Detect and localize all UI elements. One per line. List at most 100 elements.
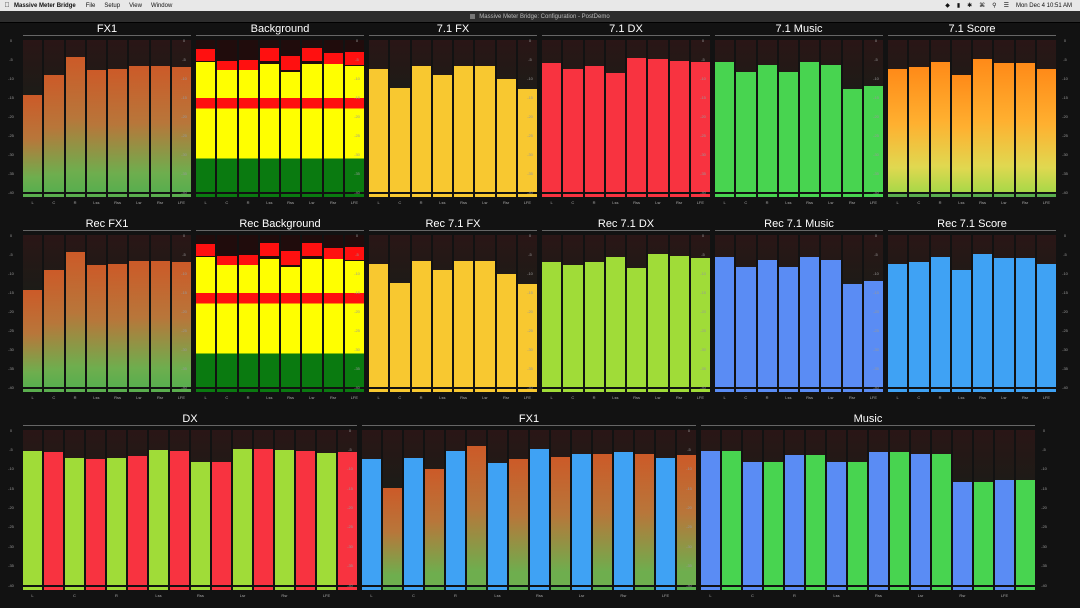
- scale-tick: 0: [1063, 232, 1067, 238]
- meter-floor: [890, 587, 909, 590]
- scale-tick: -35: [181, 365, 187, 371]
- meter-bar: [605, 235, 625, 392]
- meter-level: [669, 255, 689, 387]
- meter-panel-fx1[interactable]: FX1 L C R Lss Rss Lsr Rsr LFE: [21, 23, 193, 208]
- bluetooth-icon[interactable]: ✱: [967, 3, 973, 9]
- dropbox-icon[interactable]: ◆: [945, 3, 950, 9]
- meter-floor: [551, 587, 570, 590]
- meter-floor: [994, 194, 1014, 197]
- meter-level: [785, 455, 804, 585]
- menu-setup[interactable]: Setup: [104, 2, 121, 9]
- scale-tick: -30: [8, 543, 14, 549]
- scale-tick: -20: [527, 308, 533, 314]
- meter-panel-7-1-fx[interactable]: 7.1 FX L C R Lss Rss Lsr Rsr LFE: [367, 23, 539, 208]
- scale-tick: -10: [527, 75, 533, 81]
- meter-bar: [701, 430, 720, 590]
- search-icon[interactable]: ⚲: [992, 3, 997, 9]
- meter-bar: [65, 430, 84, 590]
- control-center-icon[interactable]: ☰: [1003, 3, 1009, 9]
- db-scale: 0 -5 -10 -15 -20 -25 -30 -35 -40: [5, 233, 17, 390]
- meter-level: [454, 261, 474, 387]
- clock[interactable]: Mon Dec 4 10:51 AM: [1015, 2, 1072, 9]
- meter-panel-7-1-score[interactable]: 7.1 Score L C R Lss Rss Lsr Rsr LFE: [886, 23, 1058, 208]
- meter-bar: [909, 40, 929, 197]
- scale-tick: -30: [1062, 151, 1068, 157]
- meter-floor: [369, 389, 389, 392]
- scale-tick: -40: [873, 384, 879, 390]
- meter-floor: [150, 389, 170, 392]
- meter-panel-rec-7-1-score[interactable]: Rec 7.1 Score L C R Lss Rss Lsr Rsr LFE: [886, 218, 1058, 403]
- meter-level: [821, 64, 841, 192]
- meter-bar: [196, 40, 216, 197]
- meter-level: [212, 462, 231, 585]
- scale-tick: -25: [8, 132, 14, 138]
- channel-label: Rss: [114, 395, 122, 400]
- meter-floor: [800, 194, 820, 197]
- channel-label: Lsr: [482, 200, 488, 205]
- meter-panel-background[interactable]: Background L C R Lss Rss Lsr Rsr LFE: [194, 23, 366, 208]
- meter-bar: [542, 40, 562, 197]
- meter-bar: [722, 430, 741, 590]
- channel-label: Rss: [806, 395, 814, 400]
- meter-bar: [383, 430, 402, 590]
- meter-bar: [128, 430, 147, 590]
- meter-level: [974, 482, 993, 585]
- menu-view[interactable]: View: [129, 2, 142, 9]
- meter-bar: [757, 40, 777, 197]
- meter-level: [344, 66, 364, 192]
- meter-floor: [259, 389, 279, 392]
- scale-tick: -5: [182, 251, 186, 257]
- meter-level: [1015, 63, 1035, 192]
- meter-panel-dx[interactable]: DX L C R Lss Rss Lsr Rsr LFE: [21, 413, 359, 601]
- meter-floor: [584, 194, 604, 197]
- channel-label: R: [765, 395, 769, 400]
- meter-floor: [757, 389, 777, 392]
- scale-tick: -30: [8, 346, 14, 352]
- meter-panel-rec-7-1-music[interactable]: Rec 7.1 Music L C R Lss Rss Lsr Rsr LFE: [713, 218, 885, 403]
- meter-panel-7-1-dx[interactable]: 7.1 DX L C R Lss Rss Lsr Rsr LFE: [540, 23, 712, 208]
- meter-level: [509, 459, 528, 585]
- meter-floor: [764, 587, 783, 590]
- meter-floor: [454, 389, 474, 392]
- title-divider: [715, 230, 883, 231]
- channel-label: R: [115, 593, 118, 598]
- meter-floor: [648, 389, 668, 392]
- meter-bar: [129, 235, 149, 392]
- scale-tick: -15: [873, 289, 879, 295]
- meter-panel-title: 7.1 Score: [948, 23, 996, 35]
- wifi-icon[interactable]: ⌘: [979, 3, 986, 9]
- meter-panel-rec-fx1[interactable]: Rec FX1 L C R Lss Rss Lsr Rsr LFE: [21, 218, 193, 403]
- meter-floor: [973, 194, 993, 197]
- meter-panel-7-1-music[interactable]: 7.1 Music L C R Lss Rss Lsr Rsr LFE: [713, 23, 885, 208]
- menu-file[interactable]: File: [85, 2, 96, 9]
- meter-panel-music[interactable]: Music L C R Lss Rss Lsr Rsr LFE: [699, 413, 1037, 601]
- battery-icon[interactable]: ▮: [956, 3, 961, 9]
- meter-panel-title: 7.1 FX: [436, 23, 470, 35]
- menu-window[interactable]: Window: [150, 2, 173, 9]
- scale-tick: -5: [9, 446, 13, 452]
- meter-panel-fx1[interactable]: FX1 L C R Lss Rss Lsr Rsr LFE: [360, 413, 698, 601]
- meter-bar: [890, 430, 909, 590]
- meter-bar: [1016, 430, 1035, 590]
- meter-level: [869, 452, 888, 585]
- meter-panel-rec-7-1-dx[interactable]: Rec 7.1 DX L C R Lss Rss Lsr Rsr LFE: [540, 218, 712, 403]
- scale-tick: -35: [354, 365, 360, 371]
- meter-panel-rec-background[interactable]: Rec Background L C R Lss Rss Lsr Rsr LFE: [194, 218, 366, 403]
- channel-label: R: [793, 593, 796, 598]
- meter-floor: [605, 194, 625, 197]
- db-scale: 0 -5 -10 -15 -20 -25 -30 -35 -40: [870, 233, 882, 390]
- meter-floor: [44, 389, 64, 392]
- scale-tick: -30: [181, 151, 187, 157]
- app-menu[interactable]: Massive Meter Bridge: [14, 2, 76, 9]
- meter-panel-rec-7-1-fx[interactable]: Rec 7.1 FX L C R Lss Rss Lsr Rsr LFE: [367, 218, 539, 403]
- apple-icon[interactable]: : [0, 2, 14, 9]
- meter-bar: [496, 40, 516, 197]
- meter-floor: [509, 587, 528, 590]
- meter-floor: [953, 587, 972, 590]
- peak-hold: [323, 52, 343, 64]
- db-scale: 0 -5 -10 -15 -20 -25 -30 -35 -40: [697, 38, 709, 195]
- meter-panel-title: Rec 7.1 FX: [425, 218, 481, 230]
- meter-level: [86, 265, 106, 387]
- scale-tick: -35: [8, 365, 14, 371]
- scale-tick: -40: [1041, 582, 1047, 588]
